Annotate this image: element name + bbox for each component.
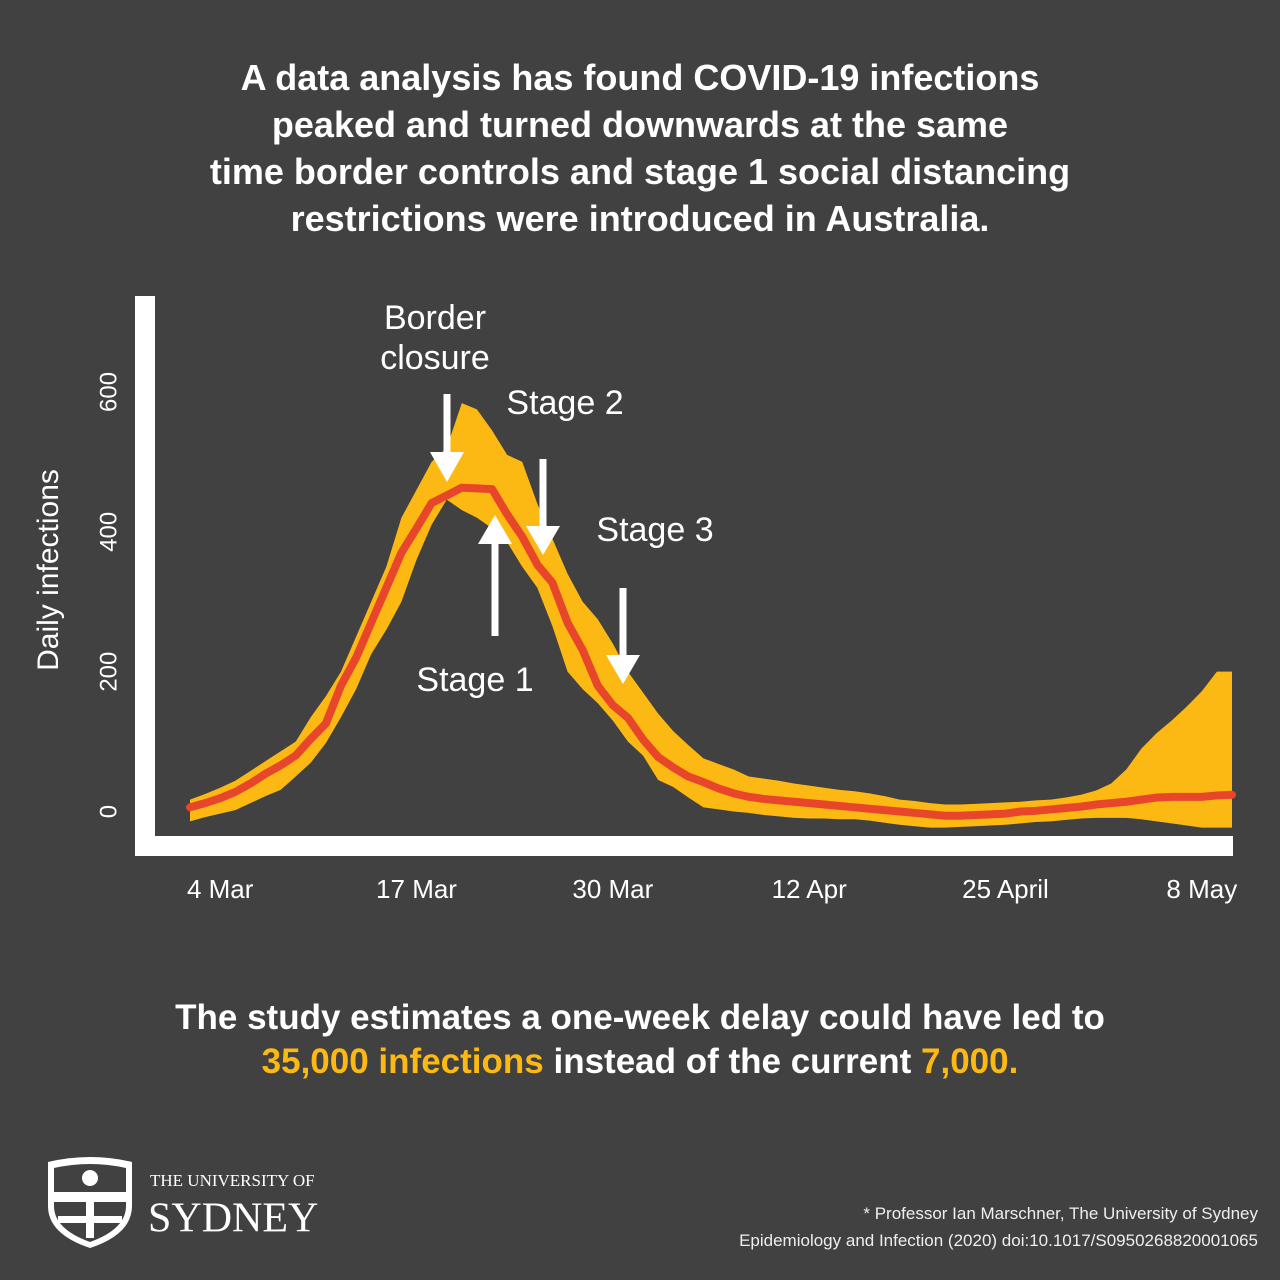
- highlight: 7,000.: [921, 1042, 1019, 1081]
- logo-text: THE UNIVERSITY OF: [150, 1171, 315, 1190]
- title-line: A data analysis has found COVID-19 infec…: [240, 57, 1040, 98]
- arrow-head: [526, 526, 560, 555]
- title-line: restrictions were introduced in Australi…: [290, 198, 990, 239]
- footer-line: 35,000 infections instead of the current…: [0, 1040, 1280, 1084]
- credit-line: * Professor Ian Marschner, The Universit…: [863, 1204, 1258, 1223]
- annotation: Stage 3: [596, 511, 713, 549]
- annotations: Border closure Stage 2 Stage 3 Stage 1: [380, 299, 713, 699]
- title-line: peaked and turned downwards at the same: [271, 104, 1009, 145]
- annotation: Stage 2: [506, 384, 623, 422]
- x-tick-label: 25 April: [962, 874, 1049, 904]
- footer-text: instead of the current: [553, 1042, 912, 1081]
- annotation: Stage 1: [416, 661, 533, 699]
- x-tick-label: 8 May: [1166, 874, 1237, 904]
- footer: The study estimates a one-week delay cou…: [0, 996, 1280, 1084]
- chart: Daily infections Border closure Stage 2 …: [32, 296, 1237, 904]
- logo-text: SYDNEY: [148, 1196, 318, 1242]
- y-axis: [135, 296, 155, 856]
- confidence-band: [190, 403, 1232, 828]
- arrow-head: [478, 515, 512, 544]
- credit-line: Epidemiology and Infection (2020) doi:10…: [739, 1231, 1258, 1250]
- shield-lion: [82, 1170, 98, 1186]
- title: A data analysis has found COVID-19 infec…: [0, 54, 1280, 242]
- title-line: time border controls and stage 1 social …: [209, 151, 1071, 192]
- x-tick-label: 17 Mar: [376, 874, 457, 904]
- plot-area: [186, 403, 1236, 828]
- annotation: closure: [380, 339, 490, 377]
- highlight: 35,000 infections: [261, 1042, 544, 1081]
- credit: * Professor Ian Marschner, The Universit…: [739, 1200, 1258, 1254]
- x-tick-label: 12 Apr: [772, 874, 848, 904]
- arrows: [430, 394, 640, 684]
- y-tick-label: 0: [95, 805, 122, 818]
- arrow-head: [430, 452, 464, 482]
- arrow-head: [606, 655, 640, 684]
- y-tick-label: 600: [95, 372, 122, 412]
- annotation: Border: [384, 299, 486, 337]
- shield-cross: [58, 1216, 122, 1223]
- logo: THE UNIVERSITY OF SYDNEY: [48, 1157, 318, 1248]
- footer-line: The study estimates a one-week delay cou…: [175, 998, 1105, 1037]
- shield-band: [54, 1192, 126, 1202]
- y-tick-label: 400: [95, 512, 122, 552]
- y-tick-label: 200: [95, 652, 122, 692]
- x-axis: [135, 836, 1233, 856]
- line: [186, 483, 1236, 820]
- x-tick-label: 4 Mar: [187, 874, 254, 904]
- x-tick-label: 30 Mar: [572, 874, 653, 904]
- y-axis-label: Daily infections: [32, 469, 65, 671]
